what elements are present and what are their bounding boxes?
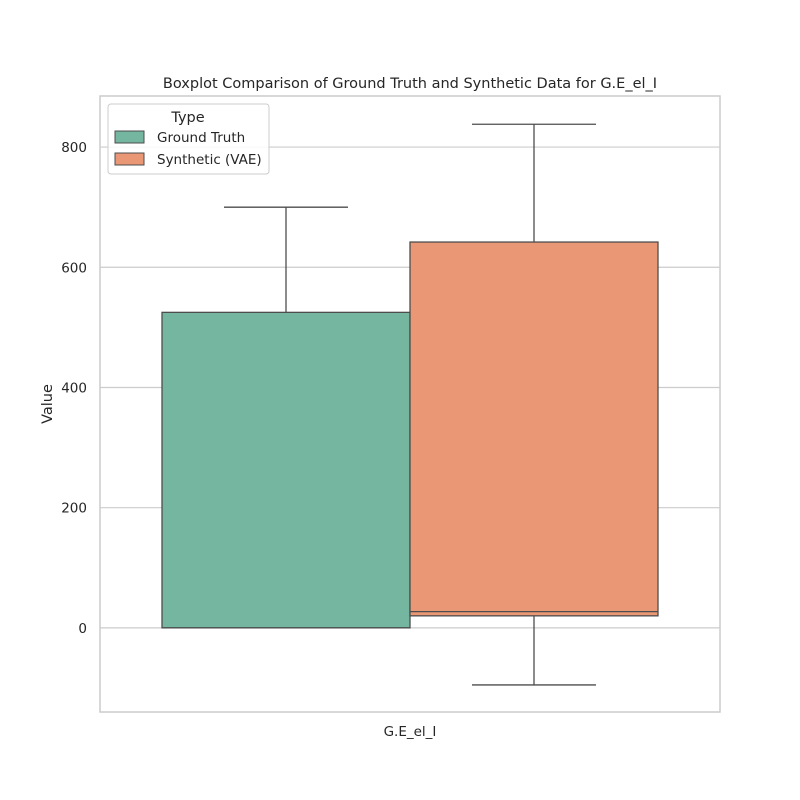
- y-tick-label: 600: [61, 260, 87, 276]
- legend-label: Synthetic (VAE): [157, 152, 262, 168]
- box-synthetic-vae: [409, 123, 659, 686]
- legend-items: Ground Truth Synthetic (VAE): [114, 130, 262, 168]
- y-axis-label: Value: [40, 384, 56, 424]
- legend-item: Ground Truth: [114, 130, 245, 146]
- legend: Type Ground Truth Synthetic (VAE): [107, 103, 270, 175]
- y-tick-label: 800: [61, 140, 87, 156]
- box-iqr: [409, 241, 659, 617]
- box-ground-truth: [161, 206, 411, 629]
- legend-label: Ground Truth: [157, 130, 245, 146]
- legend-item: Synthetic (VAE): [114, 152, 262, 168]
- chart-title: Boxplot Comparison of Ground Truth and S…: [163, 76, 657, 92]
- y-tick-labels: 0 200 400 600 800: [61, 140, 87, 637]
- legend-swatch: [114, 130, 145, 144]
- legend-title: Type: [170, 110, 204, 126]
- y-tick-label: 200: [61, 501, 87, 517]
- legend-frame: [107, 103, 270, 175]
- box-iqr: [161, 311, 411, 629]
- y-tick-label: 400: [61, 380, 87, 396]
- x-tick-labels: G.E_el_I: [384, 724, 437, 740]
- y-tick-label: 0: [78, 621, 87, 637]
- x-tick-label: G.E_el_I: [384, 724, 437, 740]
- boxes: [161, 123, 659, 686]
- legend-swatch: [114, 152, 145, 166]
- plot-frame: [99, 95, 721, 713]
